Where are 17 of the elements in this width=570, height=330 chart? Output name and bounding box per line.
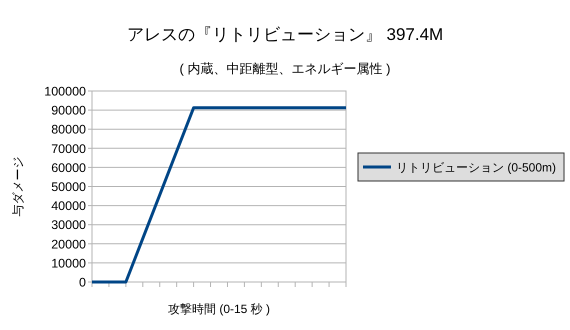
y-axis-title: 与ダメージ: [11, 156, 25, 216]
chart-subtitle: ( 内蔵、中距離型、エネルギー属性 ): [180, 61, 390, 76]
legend-label: リトリビューション (0-500m): [396, 160, 556, 174]
y-tick-label: 70000: [51, 142, 86, 156]
y-tick-label: 100000: [44, 84, 86, 98]
y-tick-label: 40000: [51, 199, 86, 214]
chart-title: アレスの『リトリビューション』 397.4M: [126, 25, 444, 44]
y-tick-label: 20000: [51, 237, 86, 252]
y-tick-label: 10000: [51, 256, 86, 270]
y-tick-label: 60000: [51, 160, 86, 175]
y-tick-label: 90000: [51, 104, 86, 118]
y-tick-label: 0: [79, 276, 86, 290]
y-tick-label: 80000: [51, 122, 86, 137]
y-tick-label: 50000: [51, 180, 86, 194]
line-series: [90, 106, 348, 284]
x-axis-title: 攻撃時間 (0-15 秒 ): [168, 302, 270, 316]
y-tick-label: 30000: [51, 218, 86, 232]
